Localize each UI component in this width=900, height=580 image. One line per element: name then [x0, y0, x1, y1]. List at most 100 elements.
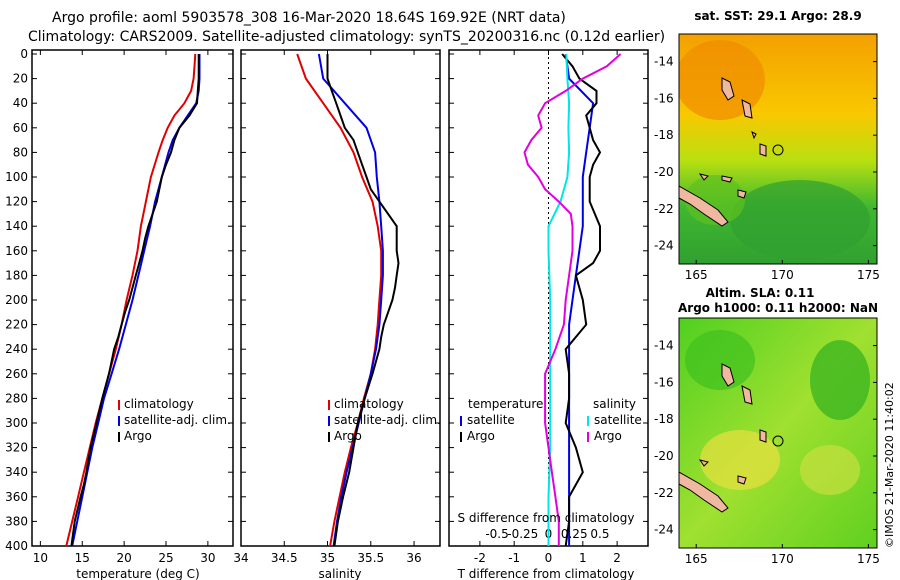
sst-green-patch: [685, 175, 745, 225]
header-title-line1: Argo profile: aoml 5903578_308 16-Mar-20…: [52, 10, 566, 26]
depth-tick-label: 120: [5, 195, 28, 209]
salinity-panel-frame: [240, 49, 441, 547]
vanuatu-island: [721, 363, 735, 387]
legend-label-argo: Argo: [334, 429, 362, 443]
temperature-panel-frame: [31, 49, 234, 547]
loyalty-island: [721, 175, 733, 183]
depth-tick-label: 220: [5, 318, 28, 332]
depth-tick-label: 260: [5, 367, 28, 381]
depth-tick-label: 400: [5, 539, 28, 553]
series-line-salinity-argo: [523, 53, 622, 546]
x-tick-label: 34.5: [271, 551, 298, 565]
depth-tick-label: 360: [5, 490, 28, 504]
sla-map-axes: 165 170 175 -14 -16 -18 -20 -22 -24: [654, 339, 880, 566]
salinity-diff-tick-label: -0.5: [485, 527, 508, 541]
legend-header-temperature: temperature: [468, 397, 543, 411]
x-tick-label: -1: [508, 551, 520, 565]
map-lon-label: 170: [771, 552, 794, 566]
legend-label-satellite: satellite-adj. clim.: [334, 413, 441, 427]
difference-xlabel-top: S difference from climatology: [458, 511, 635, 525]
legend-label-s-satellite: satellite: [594, 413, 642, 427]
map-lat-label: -22: [654, 202, 674, 216]
vanuatu-island: [741, 99, 753, 119]
legend-label-climatology: climatology: [334, 397, 404, 411]
loyalty-island: [698, 459, 709, 467]
depth-tick-label: 200: [5, 293, 28, 307]
salinity-xlabel: salinity: [318, 567, 361, 580]
x-tick-label: -2: [474, 551, 486, 565]
legend-label-argo: Argo: [124, 429, 152, 443]
temperature-legend: climatology satellite-adj. clim. Argo: [118, 397, 231, 443]
map-lat-label: -16: [654, 91, 674, 105]
imos-credit: ©IMOS 21-Mar-2020 11:40:02: [883, 382, 896, 548]
x-tick-label: 0: [545, 551, 553, 565]
sst-warm-patch: [679, 40, 765, 120]
legend-label-satellite: satellite-adj. clim.: [124, 413, 231, 427]
map-lat-label: -18: [654, 412, 674, 426]
legend-label-climatology: climatology: [124, 397, 194, 411]
series-line-salinity-satellite: [547, 53, 571, 546]
x-tick-label: 35.5: [357, 551, 384, 565]
vanuatu-island: [721, 77, 735, 101]
legend-label-t-argo: Argo: [467, 429, 495, 443]
sst-map-title: sat. SST: 29.1 Argo: 28.9: [694, 9, 861, 23]
sla-low-patch: [810, 340, 870, 420]
depth-tick-label: 280: [5, 391, 28, 405]
map-lon-label: 175: [857, 268, 880, 282]
map-lat-label: -14: [654, 55, 674, 69]
map-lat-label: -20: [654, 165, 674, 179]
loyalty-island: [737, 189, 747, 199]
depth-tick-label: 300: [5, 416, 28, 430]
depth-tick-label: 140: [5, 219, 28, 233]
series-line-temperature-argo: [561, 53, 602, 547]
depth-tick-label: 100: [5, 170, 28, 184]
vanuatu-island: [751, 131, 757, 140]
depth-tick-label: 80: [13, 145, 28, 159]
sla-high-patch: [800, 445, 860, 495]
argo-position-marker: [772, 144, 784, 156]
sst-map-frame: [678, 33, 878, 265]
map-lon-label: 175: [857, 552, 880, 566]
legend-header-salinity: salinity: [593, 397, 636, 411]
difference-legend: temperature satellite Argo salinity sate…: [460, 397, 642, 443]
depth-tick-label: 180: [5, 268, 28, 282]
depth-tick-label: 0: [20, 47, 28, 61]
temperature-chart: 10 15 20 25 30: [33, 50, 216, 565]
depth-tick-label: 60: [13, 121, 28, 135]
x-tick-label: 36: [406, 551, 421, 565]
difference-xlabel: T difference from climatology: [457, 567, 635, 580]
map-lat-label: -16: [654, 375, 674, 389]
legend-label-s-argo: Argo: [594, 429, 622, 443]
map-lon-label: 165: [685, 552, 708, 566]
sst-green-patch: [730, 180, 870, 260]
depth-axis: 0 20 40 60 80 100 120 140 160 180 200 220 240 260 280 3…: [5, 47, 648, 553]
difference-chart: -2 -1 0 1 2-0.5-0.25 0 0.25 0.5: [474, 50, 622, 565]
depth-tick-label: 380: [5, 514, 28, 528]
map-lat-label: -24: [654, 239, 674, 253]
loyalty-island: [698, 173, 709, 181]
depth-tick-label: 160: [5, 244, 28, 258]
series-line-satellite-adj-clim-: [317, 53, 384, 547]
x-tick-label: 20: [116, 551, 131, 565]
series-line-argo: [70, 54, 200, 547]
map-lat-label: -22: [654, 486, 674, 500]
x-tick-label: 15: [75, 551, 90, 565]
map-lat-label: -18: [654, 128, 674, 142]
vanuatu-island: [741, 385, 753, 405]
map-lat-label: -20: [654, 449, 674, 463]
salinity-diff-tick-label: -0.25: [507, 527, 538, 541]
header-title-line2: Climatology: CARS2009. Satellite-adjuste…: [28, 29, 665, 45]
temperature-xlabel: temperature (deg C): [76, 567, 199, 580]
series-line-climatology: [296, 53, 383, 547]
sla-map: [679, 318, 877, 548]
sst-map: [679, 34, 877, 264]
map-lon-label: 165: [685, 268, 708, 282]
map-lat-label: -24: [654, 523, 674, 537]
sst-map-axes: 165 170 175 -14 -16 -18 -20 -22 -24: [654, 55, 880, 282]
x-tick-label: 25: [158, 551, 173, 565]
sla-high-patch: [700, 430, 780, 490]
depth-tick-label: 340: [5, 465, 28, 479]
salinity-diff-tick-label: 0.5: [590, 527, 609, 541]
loyalty-island: [737, 475, 747, 485]
